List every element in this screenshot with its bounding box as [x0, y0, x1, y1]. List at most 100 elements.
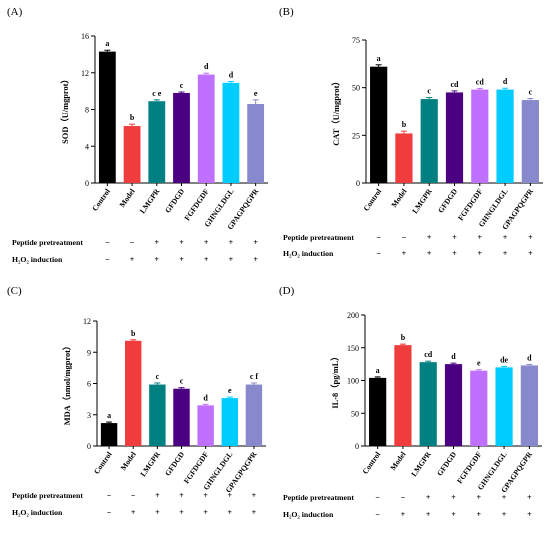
significance-label: d [229, 70, 234, 79]
minus-sign: − [105, 238, 110, 247]
plus-sign: + [478, 233, 483, 242]
bar-lmgpr [149, 384, 166, 446]
chart-panel-c: (C) 0 3 6 9 12 MDA（nmol/mgprot） a Control b Model c… [7, 285, 266, 517]
y-tick-label: 9 [87, 348, 91, 357]
y-tick-label: 75 [352, 36, 360, 45]
bar-gfdgd [444, 364, 463, 446]
x-tick-label: Control [361, 187, 383, 213]
bar-fgfdgdf [197, 74, 215, 183]
x-tick-label: GFDGD [163, 450, 186, 478]
x-tick-label: LMGPR [138, 187, 162, 216]
y-tick-label: 16 [81, 32, 89, 41]
plus-sign: + [229, 238, 234, 247]
plus-sign: + [203, 508, 208, 517]
plus-sign: + [528, 233, 533, 242]
plus-sign: + [229, 255, 234, 264]
bar-model [125, 340, 142, 446]
plus-sign: + [502, 510, 507, 519]
bar-fgfdgdf [470, 370, 488, 446]
x-tick-label: GFDGD [163, 187, 186, 215]
significance-label: c [529, 88, 533, 97]
plus-sign: + [527, 510, 532, 519]
significance-label: a [105, 39, 109, 48]
significance-label: b [131, 329, 136, 338]
significance-label: d [204, 62, 209, 71]
y-tick-label: 150 [347, 344, 359, 353]
h2o2-induction-label: H₂O₂ induction [12, 255, 63, 264]
bar-gfdgd [173, 388, 190, 446]
plus-sign: + [155, 491, 160, 500]
plus-sign: + [155, 238, 160, 247]
y-tick-label: 0 [356, 179, 360, 188]
minus-sign: − [401, 493, 406, 502]
x-tick-label: Model [388, 450, 407, 472]
plus-sign: + [478, 249, 483, 258]
plus-sign: + [252, 508, 257, 517]
y-tick-label: 100 [347, 377, 359, 386]
plus-sign: + [427, 249, 432, 258]
plus-sign: + [451, 510, 456, 519]
minus-sign: − [402, 233, 407, 242]
plus-sign: + [452, 233, 457, 242]
bar-fgfdgdf [197, 405, 214, 446]
bar-ghngldgl [496, 89, 514, 183]
bar-gfdgd [445, 92, 464, 183]
y-tick-label: 0 [87, 442, 91, 451]
significance-label: c e [152, 89, 162, 98]
bar-gpagpqgpr [520, 365, 538, 446]
minus-sign: − [375, 510, 380, 519]
significance-label: d [451, 352, 456, 361]
x-tick-label: Control [360, 450, 382, 476]
y-tick-label: 0 [85, 179, 89, 188]
peptide-pretreatment-label: Peptide pretreatment [283, 493, 354, 502]
y-axis-label: CAT（U/mgprot） [331, 77, 341, 146]
x-tick-label: LMGPR [410, 187, 434, 216]
panel-label: (C) [7, 285, 22, 297]
y-tick-label: 50 [352, 84, 360, 93]
y-axis-label: IL-8（pg/mL） [330, 352, 340, 408]
bar-model [394, 345, 412, 446]
significance-label: a [377, 54, 381, 63]
y-tick-label: 50 [351, 409, 359, 418]
significance-label: b [130, 113, 135, 122]
peptide-pretreatment-label: Peptide pretreatment [12, 491, 83, 500]
y-tick-label: 3 [87, 411, 91, 420]
plus-sign: + [131, 508, 136, 517]
bar-ghngldgl [221, 398, 238, 446]
significance-label: d [503, 77, 508, 86]
significance-label: e [228, 386, 232, 395]
plus-sign: + [179, 238, 184, 247]
plus-sign: + [204, 238, 209, 247]
plus-sign: + [503, 233, 508, 242]
minus-sign: − [131, 491, 136, 500]
peptide-pretreatment-label: Peptide pretreatment [12, 238, 83, 247]
x-tick-label: GFDGD [436, 187, 459, 215]
panel-label: (B) [279, 6, 294, 18]
minus-sign: − [130, 238, 135, 247]
plus-sign: + [228, 508, 233, 517]
panel-label: (A) [7, 6, 23, 18]
minus-sign: − [107, 491, 112, 500]
plus-sign: + [179, 255, 184, 264]
bar-lmgpr [148, 101, 166, 183]
plus-sign: + [130, 255, 135, 264]
significance-label: de [500, 355, 508, 364]
bar-model [123, 126, 141, 183]
bar-control [100, 423, 118, 446]
bar-lmgpr [419, 362, 437, 446]
plus-sign: + [179, 491, 184, 500]
panel-label: (D) [279, 285, 295, 297]
bar-gpagpqgpr [245, 384, 263, 446]
plus-sign: + [155, 508, 160, 517]
plus-sign: + [502, 493, 507, 502]
significance-label: b [401, 333, 406, 342]
bar-fgfdgdf [471, 89, 489, 183]
bar-model [395, 133, 413, 183]
minus-sign: − [105, 255, 110, 264]
significance-label: c [180, 81, 184, 90]
significance-label: b [402, 120, 407, 129]
y-axis-label: MDA（nmol/mgprot） [62, 342, 72, 426]
significance-label: a [107, 411, 111, 420]
x-tick-label: LMGPR [409, 450, 433, 479]
